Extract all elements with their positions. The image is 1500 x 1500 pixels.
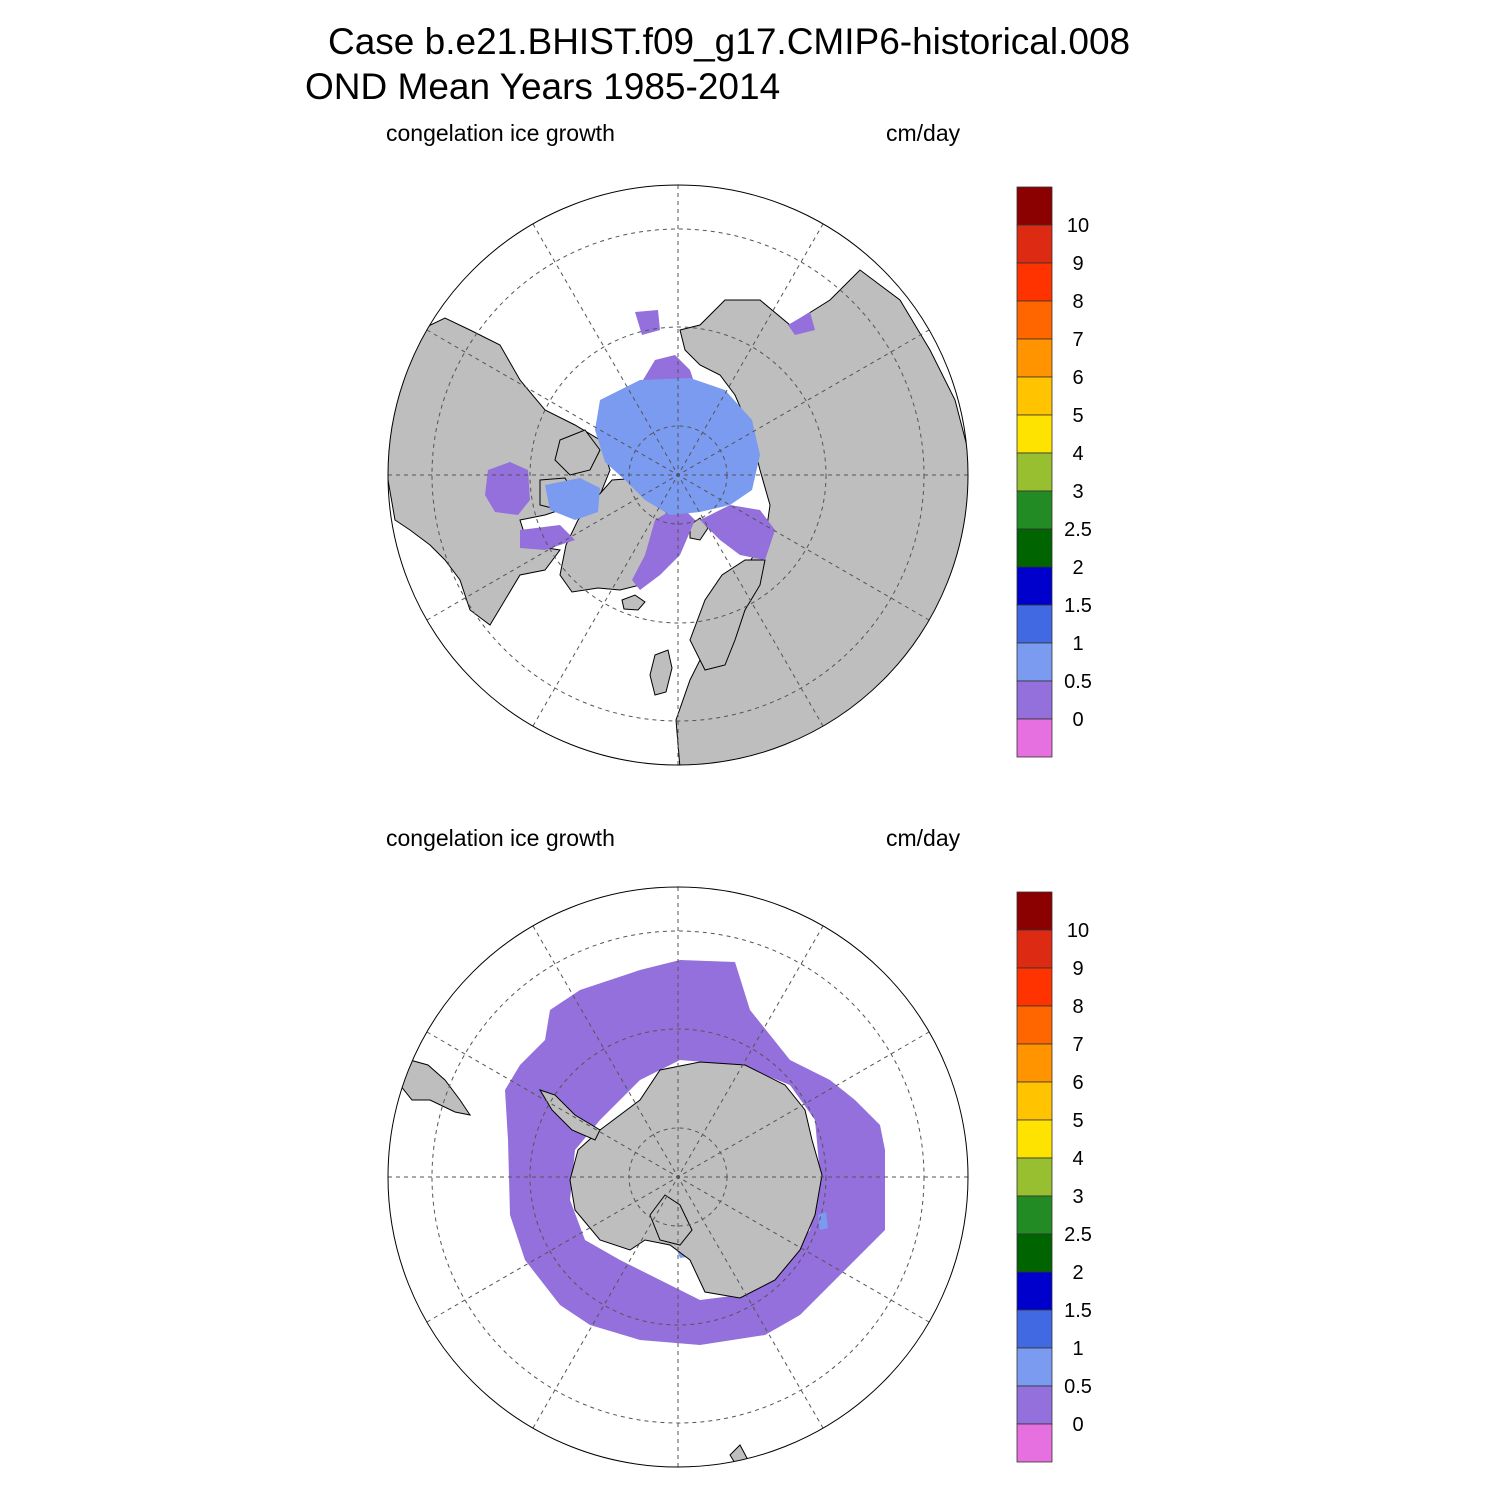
colorbar-swatch [1016, 1309, 1053, 1349]
colorbar-swatch [1016, 718, 1053, 758]
canadian-archipelago-ice [545, 478, 600, 520]
colorbar-tick-label: 1.5 [1064, 595, 1092, 617]
barents-kara-ice [700, 505, 775, 560]
colorbar-tick-label: 5 [1072, 405, 1083, 427]
colorbar-tick-label: 6 [1072, 1072, 1083, 1094]
colorbar-swatch [1016, 967, 1053, 1007]
south-polar-map [387, 886, 969, 1468]
colorbar-tick-label: 1.5 [1064, 1300, 1092, 1322]
colorbar-tick-label: 8 [1072, 996, 1083, 1018]
colorbar-tick-label: 10 [1067, 215, 1089, 237]
antarctic-peninsula-landmass [538, 1089, 601, 1141]
figure-title-line2: OND Mean Years 1985-2014 [305, 66, 781, 107]
colorbar-swatch [1016, 338, 1053, 378]
antarctica-landmass [569, 1061, 823, 1299]
colorbar-swatch [1016, 642, 1053, 682]
north-variable-label: congelation ice growth [386, 120, 615, 146]
colorbar-swatch [1016, 1043, 1053, 1083]
north-colorbar: 10 9 8 7 6 5 4 3 2.5 2 1.5 1 0.5 0 [1016, 186, 1092, 758]
colorbar-swatch [1016, 376, 1053, 416]
colorbar-tick-label: 5 [1072, 1110, 1083, 1132]
south-map-border [387, 886, 969, 1468]
colorbar-tick-label: 1 [1072, 1338, 1083, 1360]
colorbar-tick-label: 0.5 [1064, 671, 1092, 693]
colorbar-swatch [1016, 1119, 1053, 1159]
south-graticule [388, 887, 968, 1467]
figure-title-line1: Case b.e21.BHIST.f09_g17.CMIP6-historica… [328, 21, 1131, 62]
colorbar-swatch [1016, 224, 1053, 264]
colorbar-swatch [1016, 1385, 1053, 1425]
south-america-landmass [399, 1059, 472, 1116]
iceland-landmass [621, 594, 646, 611]
colorbar-tick-label: 7 [1072, 1034, 1083, 1056]
colorbar-swatch [1016, 186, 1053, 226]
colorbar-swatch [1016, 452, 1053, 492]
north-polar-map [387, 184, 969, 766]
north-graticule [388, 185, 968, 765]
colorbar-tick-label: 8 [1072, 291, 1083, 313]
colorbar-swatch [1016, 1157, 1053, 1197]
colorbar-swatch [1016, 490, 1053, 530]
scandinavia-landmass [689, 559, 766, 671]
colorbar-tick-label: 0 [1072, 709, 1083, 731]
colorbar-swatch [1016, 300, 1053, 340]
antarctic-sea-ice-ring [505, 960, 885, 1345]
colorbar-swatch [1016, 262, 1053, 302]
colorbar-tick-label: 9 [1072, 958, 1083, 980]
colorbar-tick-label: 4 [1072, 443, 1083, 465]
colorbar-swatch [1016, 566, 1053, 606]
colorbar-tick-label: 2.5 [1064, 1224, 1092, 1246]
north-units-label: cm/day [886, 120, 961, 146]
north-map-border [387, 184, 969, 766]
colorbar-swatch [1016, 604, 1053, 644]
british-isles-landmass [649, 649, 673, 696]
baffin-bay-ice [520, 525, 575, 550]
colorbar-swatch [1016, 1423, 1053, 1463]
south-colorbar: 10 9 8 7 6 5 4 3 2.5 2 1.5 1 0.5 0 [1016, 891, 1092, 1463]
chukchi-ice [788, 312, 815, 335]
colorbar-tick-label: 1 [1072, 633, 1083, 655]
colorbar-swatch [1016, 891, 1053, 931]
colorbar-swatch [1016, 929, 1053, 969]
colorbar-tick-label: 0.5 [1064, 1376, 1092, 1398]
colorbar-swatch [1016, 680, 1053, 720]
south-units-label: cm/day [886, 825, 961, 851]
colorbar-tick-label: 2 [1072, 557, 1083, 579]
colorbar-tick-label: 4 [1072, 1148, 1083, 1170]
colorbar-swatch [1016, 1081, 1053, 1121]
colorbar-tick-label: 6 [1072, 367, 1083, 389]
east-greenland-ice [632, 505, 695, 590]
colorbar-swatch [1016, 414, 1053, 454]
colorbar-swatch [1016, 1347, 1053, 1387]
colorbar-swatch [1016, 1233, 1053, 1273]
colorbar-swatch [1016, 528, 1053, 568]
south-variable-label: congelation ice growth [386, 825, 615, 851]
colorbar-tick-label: 10 [1067, 920, 1089, 942]
central-arctic-ice [595, 378, 760, 515]
colorbar-tick-label: 2.5 [1064, 519, 1092, 541]
colorbar-swatch [1016, 1005, 1053, 1045]
colorbar-tick-label: 3 [1072, 481, 1083, 503]
colorbar-tick-label: 0 [1072, 1414, 1083, 1436]
colorbar-tick-label: 2 [1072, 1262, 1083, 1284]
colorbar-tick-label: 7 [1072, 329, 1083, 351]
colorbar-swatch [1016, 1271, 1053, 1311]
colorbar-swatch [1016, 1195, 1053, 1235]
colorbar-tick-label: 3 [1072, 1186, 1083, 1208]
colorbar-tick-label: 9 [1072, 253, 1083, 275]
arctic-archipelago-landmass [554, 429, 601, 476]
